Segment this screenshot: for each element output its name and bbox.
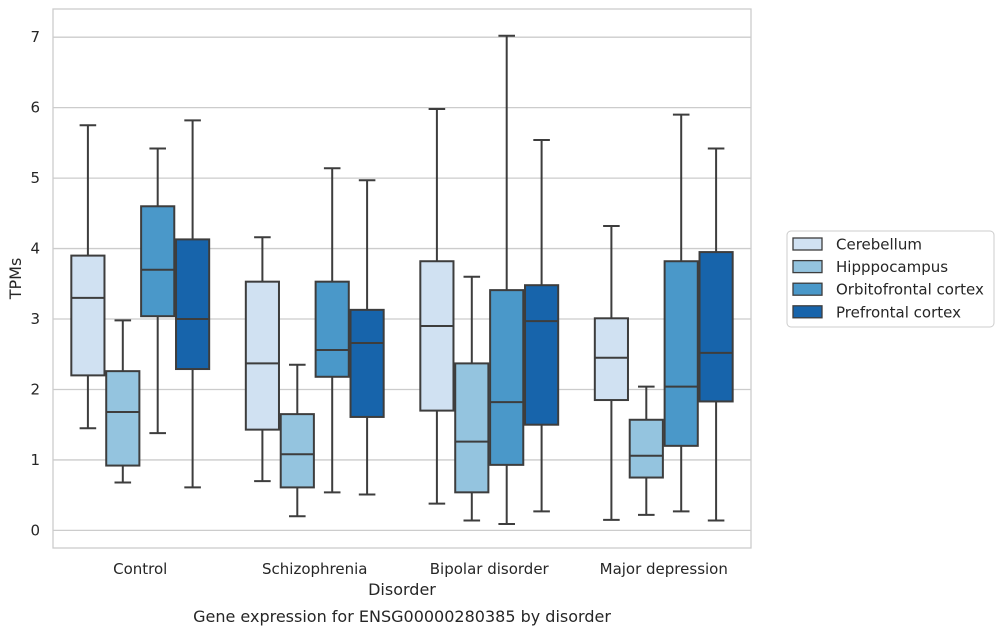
box <box>105 319 141 484</box>
legend-label: Prefrontal cortex <box>836 303 961 321</box>
x-tick-label: Bipolar disorder <box>430 560 550 578</box>
y-tick-label: 1 <box>30 451 40 469</box>
box <box>454 275 490 522</box>
box-iqr <box>140 205 176 318</box>
box-iqr <box>593 317 629 402</box>
y-tick-label: 6 <box>30 99 40 117</box>
box-iqr <box>489 289 525 466</box>
box <box>279 363 315 518</box>
box <box>175 119 211 489</box>
box <box>419 108 455 505</box>
y-tick-label: 5 <box>30 169 40 187</box>
box <box>314 167 350 494</box>
x-axis-label: Disorder <box>368 580 436 599</box>
x-tick-label: Major depression <box>600 560 728 578</box>
box-iqr <box>454 362 490 494</box>
plot-frame <box>52 8 752 549</box>
x-tick-label: Schizophrenia <box>262 560 367 578</box>
box-iqr <box>628 418 664 479</box>
x-tick-label: Control <box>113 560 167 578</box>
y-tick-label: 2 <box>30 380 40 398</box>
box <box>628 385 664 516</box>
y-tick-label: 0 <box>30 521 40 539</box>
box-iqr <box>349 308 385 418</box>
box-iqr <box>663 260 699 447</box>
box <box>698 147 734 522</box>
y-tick-labels: 0 1 2 3 4 5 6 7 <box>30 28 40 539</box>
box <box>489 34 525 526</box>
y-axis-label: TPMs <box>6 258 25 301</box>
box <box>593 225 629 521</box>
y-tick-label: 4 <box>30 240 40 258</box>
legend-swatch <box>792 282 823 296</box>
legend-label: Hipppocampus <box>836 258 948 276</box>
box <box>349 179 385 496</box>
box-iqr <box>419 260 455 412</box>
box-iqr <box>175 238 211 371</box>
legend-swatch <box>792 305 823 319</box>
legend-swatch <box>792 259 823 274</box>
y-tick-label: 7 <box>30 28 40 46</box>
legend-label: Orbitofrontal cortex <box>836 281 984 299</box>
box-iqr <box>244 280 280 431</box>
box-iqr <box>524 284 560 426</box>
y-tick-label: 3 <box>30 310 40 328</box>
legend-frame <box>786 230 995 328</box>
box-iqr <box>105 370 141 467</box>
legend-swatch <box>792 237 823 251</box>
box-iqr <box>698 251 734 403</box>
box <box>524 139 560 513</box>
box-plot-boxes <box>70 34 734 526</box>
box <box>70 124 106 430</box>
x-tick-labels: Control Schizophrenia Bipolar disorder Majo… <box>113 560 728 578</box>
legend-label: Cerebellum <box>836 236 922 254</box>
box <box>244 236 280 483</box>
box-iqr <box>314 280 350 378</box>
figure-caption: Gene expression for ENSG00000280385 by d… <box>193 607 611 626</box>
box <box>140 147 176 435</box>
box-iqr <box>70 254 106 377</box>
box-iqr <box>279 413 315 489</box>
box <box>663 113 699 513</box>
legend: Cerebellum Hipppocampus Orbitofrontal cort… <box>786 230 995 328</box>
